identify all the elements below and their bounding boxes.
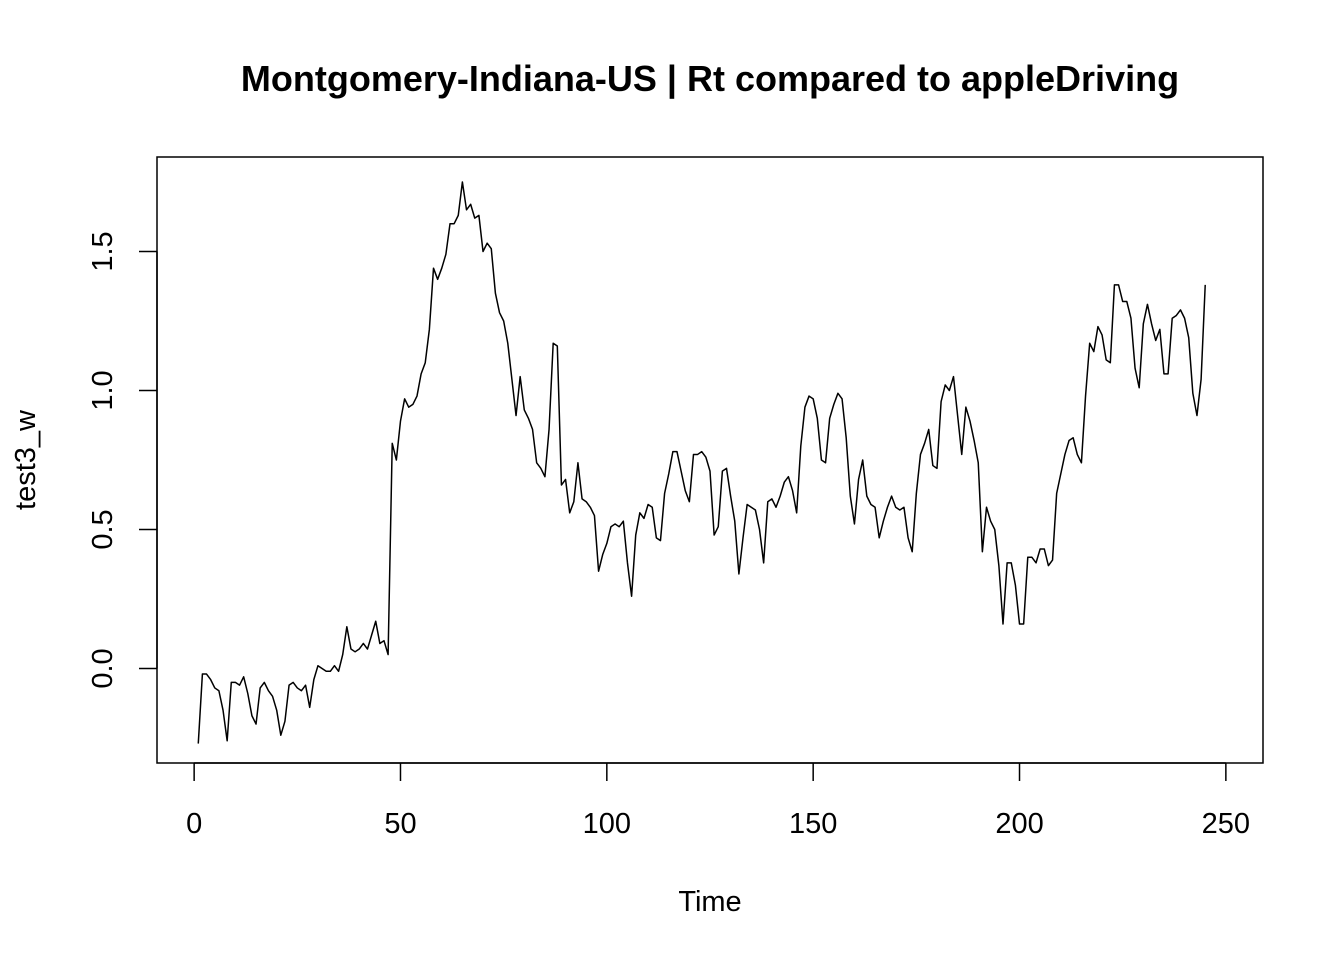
x-tick-label: 0 <box>186 808 202 840</box>
y-axis-label: test3_w <box>10 409 42 510</box>
chart-title: Montgomery-Indiana-US | Rt compared to a… <box>241 58 1179 100</box>
y-tick-label: 1.0 <box>87 370 119 410</box>
x-tick-label: 100 <box>583 808 631 840</box>
plot-frame <box>156 156 1264 764</box>
x-tick-label: 200 <box>995 808 1043 840</box>
series-line <box>197 181 1206 744</box>
x-axis-label: Time <box>678 886 741 918</box>
x-axis: 0 50 100 150 200 250 <box>186 762 1250 840</box>
x-tick-label: 250 <box>1202 808 1250 840</box>
x-tick-label: 150 <box>789 808 837 840</box>
x-tick-label: 50 <box>384 808 416 840</box>
y-tick-label: 0.5 <box>87 509 119 549</box>
y-tick-label: 0.0 <box>87 648 119 688</box>
y-axis: 0.0 0.5 1.0 1.5 <box>87 231 158 689</box>
y-tick-label: 1.5 <box>87 231 119 271</box>
